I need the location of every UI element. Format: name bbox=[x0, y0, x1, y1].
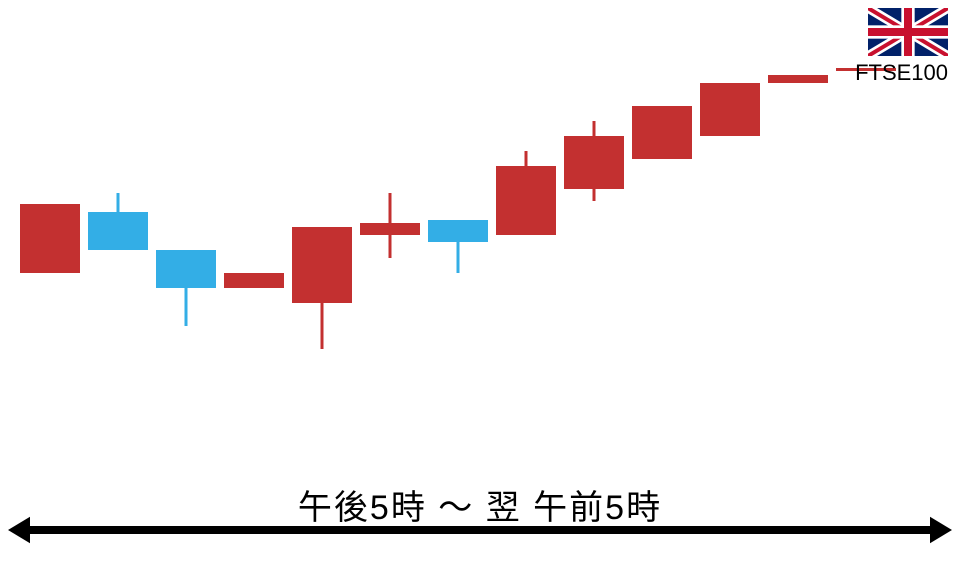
time-axis-arrow bbox=[0, 0, 960, 567]
